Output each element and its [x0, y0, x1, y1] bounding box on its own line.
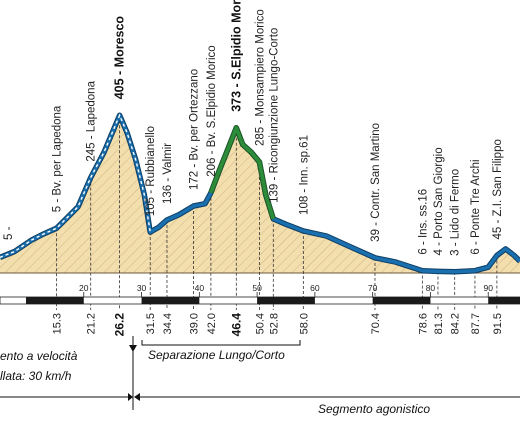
waypoint-label: 5 - Bv. per Lapedona — [52, 105, 64, 212]
right-segment-arrowhead — [134, 393, 140, 401]
segment-right-label: Segmento agonistico — [318, 402, 430, 416]
waypoint-label: 108 - Inn. sp.61 — [298, 135, 310, 215]
axis-tick-label: 50 — [252, 283, 262, 293]
waypoint-km: 34.4 — [162, 313, 174, 334]
waypoint-label: 172 - Bv. per Ortezzano — [189, 69, 201, 190]
waypoint-km: 87.7 — [470, 313, 482, 334]
waypoint-label: 206 - Bv. S.Elpidio Morico — [206, 45, 218, 176]
axis-tick-label: 70 — [368, 283, 378, 293]
left-segment-arrowhead — [128, 393, 133, 401]
waypoint-label: 6 - Ins. ss.16 — [417, 189, 429, 255]
waypoint-km: 78.6 — [417, 313, 429, 334]
waypoint-km: 81.3 — [433, 313, 445, 334]
distance-bar-segment — [26, 297, 84, 304]
axis-tick-label: 30 — [137, 283, 147, 293]
waypoint-km: 91.5 — [492, 313, 504, 334]
waypoint-km: 52.8 — [268, 313, 280, 334]
waypoint-label: 45 - Z.I. San Filippo — [492, 139, 504, 239]
waypoint-km: 46.4 — [229, 313, 243, 337]
waypoint-label: 4 - Porto San Giorgio — [433, 147, 445, 255]
distance-bar-segment — [141, 297, 200, 304]
waypoint-label: 3 - Lido di Fermo — [450, 169, 462, 256]
waypoint-label: 136 - Valmir — [162, 143, 174, 204]
waypoint-label: 105 - Rubbianello — [145, 126, 157, 216]
waypoint-km: 50.4 — [254, 313, 266, 334]
axis-tick-label: 40 — [195, 283, 205, 293]
waypoint-label: 245 - Lapedona — [86, 80, 98, 161]
segment-left-line2: llata: 30 km/h — [0, 369, 72, 383]
waypoint-label: 139 - Ricongiunzione Lungo-Corto — [268, 28, 280, 203]
segment-left-line1: ento a velocità — [0, 349, 78, 363]
waypoint-km: 70.4 — [370, 313, 382, 334]
waypoint-km: 21.2 — [86, 313, 98, 334]
neutral-dash — [0, 113, 151, 259]
segment-divider-arrow — [129, 345, 137, 352]
profile-area — [0, 115, 520, 273]
axis-tick-label: 80 — [426, 283, 436, 293]
waypoint-label: 405 - Moresco — [113, 16, 127, 100]
waypoint-label: 285 - Monsampiero Morico — [254, 9, 266, 146]
distance-bar-segment — [257, 297, 315, 304]
axis-tick-label: 90 — [483, 283, 493, 293]
distance-bar-segment — [488, 297, 520, 304]
waypoint-km: 84.2 — [450, 313, 462, 334]
waypoint-km: 31.5 — [145, 313, 157, 334]
separation-bracket — [141, 340, 301, 346]
waypoint-label: 373 - S.Elpidio Morico — [229, 0, 243, 112]
waypoint-km: 39.0 — [189, 313, 201, 334]
axis-tick-label: 60 — [310, 283, 320, 293]
waypoint-km: 15.3 — [52, 313, 64, 334]
climb-line — [209, 126, 275, 220]
waypoint-label: 6 - Ponte Tre Archi — [470, 159, 482, 254]
waypoint-km: 42.0 — [206, 313, 218, 334]
separation-label: Separazione Lungo/Corto — [148, 348, 285, 362]
waypoint-label: 39 - Contr. San Martino — [370, 123, 382, 242]
distance-bar-segment — [372, 297, 431, 304]
waypoint-km: 26.2 — [113, 313, 127, 337]
clipped-left-label: 5 - — [3, 226, 15, 240]
waypoint-km: 58.0 — [298, 313, 310, 334]
axis-tick-label: 20 — [79, 283, 89, 293]
